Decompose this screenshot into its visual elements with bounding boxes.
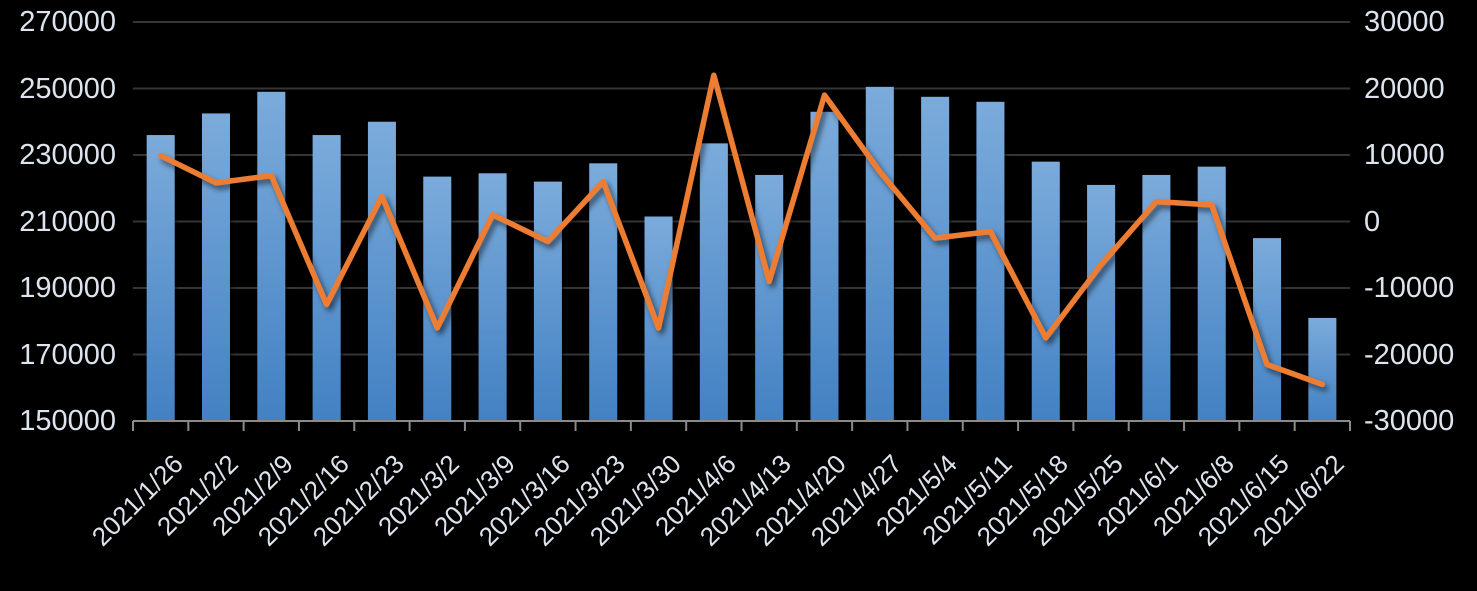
y-left-tick-label: 170000 bbox=[19, 338, 116, 371]
y-right-tick-label: 0 bbox=[1364, 205, 1381, 238]
y-right-tick-label: -20000 bbox=[1364, 338, 1455, 371]
y-right-tick-label: 20000 bbox=[1364, 72, 1445, 105]
bar-2021/3/9 bbox=[478, 173, 507, 421]
bar-2021/4/27 bbox=[865, 86, 894, 422]
bar-2021/6/22 bbox=[1308, 317, 1337, 421]
bar-2021/2/23 bbox=[367, 121, 396, 421]
bar-2021/2/9 bbox=[257, 91, 286, 421]
bar-2021/1/26 bbox=[146, 135, 175, 422]
y-left-tick-label: 230000 bbox=[19, 139, 116, 171]
y-right-tick-label: 10000 bbox=[1364, 139, 1445, 171]
y-left-tick-label: 210000 bbox=[19, 205, 116, 238]
y-right-tick-label: 30000 bbox=[1364, 6, 1445, 38]
line-series bbox=[157, 72, 1326, 388]
y-left-tick-label: 150000 bbox=[19, 405, 116, 437]
bar-2021/5/18 bbox=[1031, 161, 1060, 421]
bar-2021/4/20 bbox=[810, 111, 839, 422]
bar-2021/5/11 bbox=[976, 101, 1005, 422]
y-left-tick-label: 250000 bbox=[19, 72, 116, 105]
bar-2021/5/25 bbox=[1087, 184, 1116, 421]
bar-series bbox=[146, 86, 1337, 422]
y-right-tick-label: -10000 bbox=[1364, 272, 1455, 304]
line-path bbox=[157, 72, 1326, 388]
bar-2021/3/16 bbox=[533, 181, 562, 421]
bar-2021/4/13 bbox=[755, 174, 784, 421]
x-axis-line-and-ticks bbox=[132, 420, 1351, 431]
bar-2021/4/6 bbox=[699, 143, 728, 422]
bar-2021/5/4 bbox=[921, 96, 950, 421]
y-left-tick-label: 270000 bbox=[19, 6, 116, 38]
y-left-tick-label: 190000 bbox=[19, 272, 116, 304]
bar-2021/2/2 bbox=[201, 113, 230, 421]
y-right-tick-label: -30000 bbox=[1364, 405, 1455, 437]
